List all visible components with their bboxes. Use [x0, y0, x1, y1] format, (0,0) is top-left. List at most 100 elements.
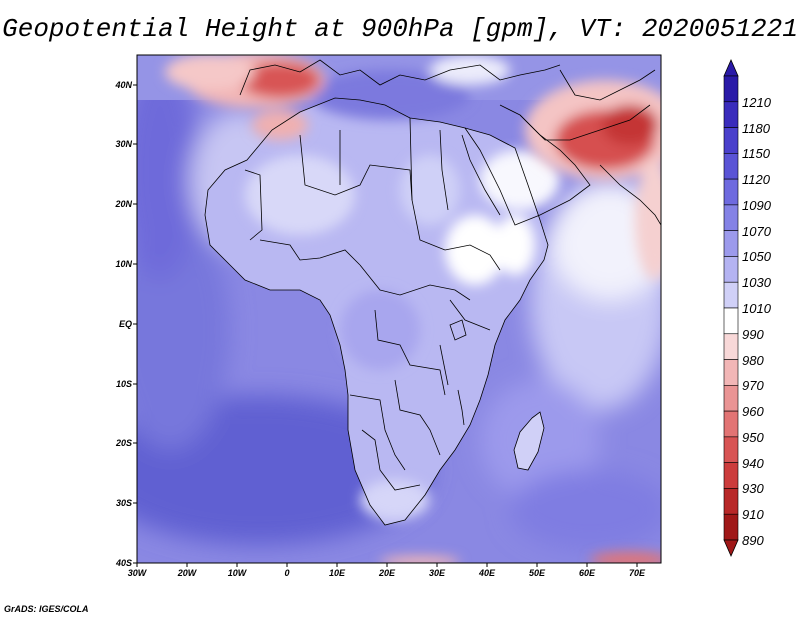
- india-coast: [599, 164, 661, 226]
- saudi-white: [480, 150, 560, 210]
- border-6: [374, 309, 446, 396]
- colorbar-swatch: [723, 488, 739, 515]
- map-frame: [136, 54, 662, 564]
- colorbar-level-label: 1070: [742, 223, 771, 239]
- border-9: [361, 429, 421, 491]
- border-11: [449, 299, 491, 331]
- colorbar-swatch: [723, 436, 739, 463]
- colorbar-swatch: [723, 153, 739, 180]
- lon-label-10w: 10W: [227, 568, 247, 578]
- colorbar-level-label: 960: [742, 404, 764, 420]
- border-4: [259, 239, 361, 266]
- india-pink: [635, 160, 661, 280]
- iberia-red: [240, 62, 320, 98]
- south-edge-red: [590, 552, 661, 563]
- lat-label-20n: 20N: [115, 199, 132, 209]
- border-2: [299, 134, 413, 201]
- colorbar-level-label: 1180: [742, 120, 770, 136]
- lat-label-10s: 10S: [115, 379, 132, 389]
- colorbar-swatch: [723, 513, 739, 541]
- colorbar-swatch: [723, 178, 739, 206]
- lon-label-20e: 20E: [378, 568, 395, 578]
- colorbar-level-label: 1210: [742, 94, 771, 110]
- colorbar-swatch: [723, 359, 739, 386]
- map-plot-area: [137, 55, 661, 563]
- colorbar-swatch: [723, 385, 739, 412]
- colorbar-level-label: 1030: [742, 275, 771, 291]
- lat-label-40n: 40N: [115, 80, 132, 90]
- colorbar-level-label: 930: [742, 481, 764, 497]
- colorbar-swatch: [723, 256, 739, 283]
- lon-label-40e: 40E: [478, 568, 495, 578]
- lon-label-60e: 60E: [578, 568, 595, 578]
- colorbar-swatch: [723, 75, 739, 103]
- ocean-west-high: [137, 60, 200, 280]
- lon-label-30w: 30W: [127, 568, 147, 578]
- tick-marks: [133, 84, 638, 567]
- colorbar-level-label: 1090: [742, 197, 771, 213]
- colorbar-level-label: 980: [742, 352, 764, 368]
- colorbar-swatch: [723, 127, 739, 154]
- lat-label-20s: 20S: [115, 438, 132, 448]
- lat-label-10n: 10N: [115, 259, 132, 269]
- border-13: [559, 69, 656, 101]
- colorbar-level-label: 990: [742, 326, 764, 342]
- south-edge-pink: [380, 556, 460, 563]
- colorbar-level-label: 1120: [742, 172, 770, 188]
- southern-indian: [510, 470, 661, 550]
- colorbar-swatch: [723, 307, 739, 335]
- colorbar: [723, 59, 739, 557]
- map-title: Geopotential Height at 900hPa [gpm], VT:…: [2, 14, 798, 44]
- turkey-white: [430, 55, 510, 85]
- lat-label-40s: 40S: [115, 558, 132, 568]
- nw-atlantic-pink: [165, 55, 255, 90]
- colorbar-level-label: 1050: [742, 249, 771, 265]
- lat-label-30s: 30S: [115, 498, 132, 508]
- sudan-mid: [400, 155, 460, 225]
- colorbar-bottom-arrow: [723, 539, 739, 557]
- grads-credit: GrADS: IGES/COLA: [4, 604, 89, 614]
- colorbar-swatch: [723, 333, 739, 360]
- border-5: [359, 264, 471, 301]
- colorbar-level-label: 890: [742, 533, 764, 548]
- indian-ocean-white: [550, 180, 661, 300]
- lon-label-70e: 70E: [628, 568, 645, 578]
- somalia-white: [495, 215, 535, 275]
- colorbar-level-label: 940: [742, 455, 764, 471]
- colorbar-level-label: 1150: [742, 146, 770, 162]
- colorbar-top-arrow: [723, 59, 739, 77]
- colorbar-swatch: [723, 462, 739, 489]
- border-8: [349, 394, 406, 471]
- ethiopia-white: [445, 215, 505, 285]
- lon-label-20w: 20W: [177, 568, 197, 578]
- mediterranean-deep: [310, 70, 470, 120]
- borders: [204, 59, 661, 526]
- border-1: [244, 169, 263, 241]
- africa-coast: [204, 97, 549, 526]
- colorbar-level-label: 970: [742, 378, 764, 394]
- lon-label-10e: 10E: [328, 568, 345, 578]
- colorbar-swatch: [723, 230, 739, 257]
- lon-label-30e: 30E: [428, 568, 445, 578]
- colorbar-level-label: 910: [742, 507, 764, 523]
- lat-label-30n: 30N: [115, 139, 132, 149]
- nile: [439, 129, 449, 211]
- lat-label-eq: EQ: [118, 319, 132, 329]
- madagascar: [513, 411, 545, 471]
- lon-label-0: 0: [284, 568, 290, 578]
- colorbar-level-label: 1010: [742, 301, 771, 316]
- border-7: [394, 379, 441, 456]
- border-12: [519, 104, 651, 141]
- central-mid: [340, 290, 420, 370]
- red-sea: [461, 134, 501, 216]
- colorbar-level-label: 950: [742, 429, 764, 445]
- lake-tanganyika: [439, 344, 449, 386]
- colorbar-swatch: [723, 281, 739, 309]
- lake-victoria: [449, 319, 467, 341]
- pakistan-red: [602, 105, 658, 145]
- sahara-light: [245, 155, 355, 235]
- colorbar-swatch: [723, 410, 739, 438]
- south-africa-light: [360, 480, 430, 520]
- colorbar-swatch: [723, 101, 739, 128]
